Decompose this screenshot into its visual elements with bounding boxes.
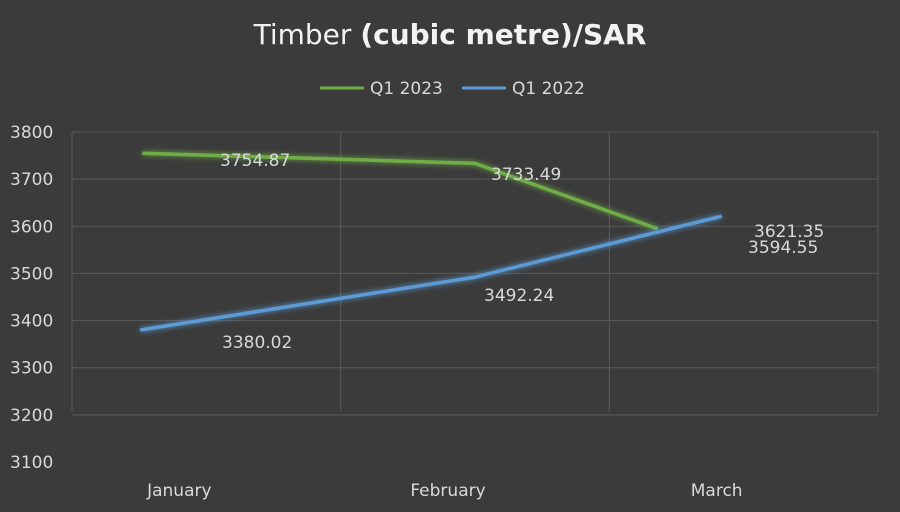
data-label: 3754.87 — [220, 151, 290, 171]
y-tick-label: 3100 — [10, 453, 53, 473]
data-label: 3733.49 — [491, 165, 561, 185]
x-tick-label: February — [410, 481, 485, 501]
legend-entry: Q1 2022 — [512, 79, 585, 99]
series-line — [142, 151, 659, 231]
data-label: 3492.24 — [484, 286, 554, 306]
x-axis-tick-labels: January February March — [146, 481, 742, 501]
y-tick-label: 3300 — [10, 359, 53, 379]
data-label: 3621.35 — [754, 222, 824, 242]
legend-entry: Q1 2023 — [370, 79, 443, 99]
chart-title-part-bold: (cubic metre)/SAR — [360, 18, 646, 51]
series-lines — [140, 151, 723, 332]
chart-title-part: Timber — [253, 18, 361, 51]
data-labels: 3754.87 3733.49 3594.55 3380.02 3492.24 3621.… — [220, 151, 824, 353]
y-tick-label: 3800 — [10, 123, 53, 143]
y-axis-tick-labels: 3800 3700 3600 3500 3400 3300 3200 3100 — [10, 123, 53, 473]
chart-title: Timber (cubic metre)/SAR — [253, 18, 647, 51]
x-tick-label: March — [691, 481, 743, 501]
x-tick-label: January — [146, 481, 211, 501]
y-tick-label: 3700 — [10, 170, 53, 190]
y-tick-label: 3400 — [10, 312, 53, 332]
data-label: 3380.02 — [222, 333, 292, 353]
series-line — [140, 214, 723, 332]
y-tick-label: 3600 — [10, 217, 53, 237]
y-tick-label: 3200 — [10, 406, 53, 426]
gridlines — [71, 131, 879, 416]
y-tick-label: 3500 — [10, 264, 53, 284]
data-label: 3594.55 — [748, 238, 818, 258]
legend: Q1 2023 Q1 2022 — [320, 79, 585, 99]
